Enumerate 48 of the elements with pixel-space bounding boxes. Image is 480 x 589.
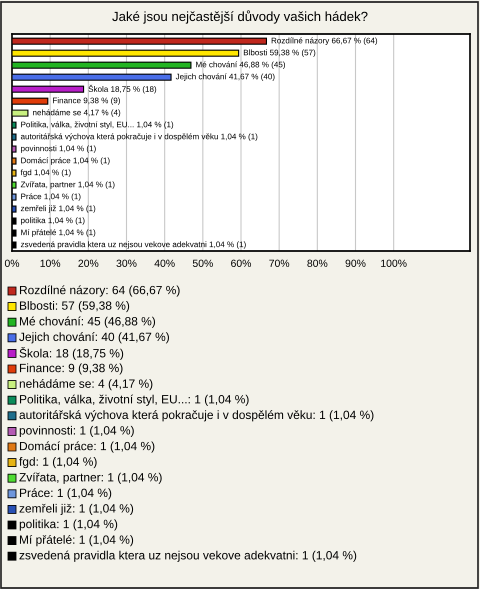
x-tick-label: 80% bbox=[307, 260, 328, 267]
text: zsvedená pravidla ktera uz nejsou vekove adekvatni: 1 (1,04 %) bbox=[19, 550, 356, 562]
text: fgd: 1 (1,04 %) bbox=[19, 457, 97, 468]
x-tick-label: 30% bbox=[116, 260, 137, 267]
category-label: povinnosti 1,04 % (1) bbox=[21, 145, 96, 153]
x-tick-label: 90% bbox=[346, 260, 366, 267]
category-label: nehádáme se 4,17 % (4) bbox=[33, 109, 120, 117]
x-tick-label: 10% bbox=[40, 260, 60, 267]
category-label: Jejich chování 41,67 % (40) bbox=[176, 73, 275, 81]
text: Škola: 18 (18,75 %) bbox=[20, 346, 124, 360]
x-tick-label: 60% bbox=[231, 260, 252, 267]
category-label: Rozdílné názory 66,67 % (64) bbox=[272, 37, 378, 45]
category-label: politika 1,04 % (1) bbox=[21, 217, 85, 225]
category-label: zsvedená pravidla ktera uz nejsou vekove adekvatni 1,04 % (1) bbox=[20, 241, 246, 249]
x-tick-label: 20% bbox=[78, 260, 98, 267]
text: Mí přátelé: 1 (1,04 %) bbox=[20, 534, 134, 546]
category-label: Finance 9,38 % (9) bbox=[53, 97, 120, 105]
text: Domácí práce: 1 (1,04 %) bbox=[20, 441, 154, 453]
category-label: zemřeli již 1,04 % (1) bbox=[20, 205, 96, 213]
category-label: autoritářská výchova která pokračuje i v dospělém věku 1,04 % (1) bbox=[20, 133, 258, 141]
text: Mé chování: 45 (46,88 %) bbox=[20, 316, 156, 328]
text: Jejich chování: 40 (41,67 %) bbox=[19, 332, 169, 344]
text: politika: 1 (1,04 %) bbox=[20, 519, 118, 531]
text: povinnosti: 1 (1,04 %) bbox=[20, 426, 134, 437]
category-label: Blbosti 59,38 % (57) bbox=[244, 49, 316, 57]
text: autoritářská výchova která pokračuje i v dospělém věku: 1 (1,04 %) bbox=[20, 410, 374, 422]
x-tick-label: 50% bbox=[192, 260, 213, 267]
chart-title: Jaké jsou nejčastější důvody vašich hádek? bbox=[112, 10, 368, 24]
text: Blbosti: 57 (59,38 %) bbox=[20, 301, 130, 312]
x-tick-label: 100% bbox=[381, 260, 407, 267]
category-label: Mé chování 46,88 % (45) bbox=[196, 61, 286, 69]
text: Rozdílné názory: 64 (66,67 %) bbox=[20, 285, 180, 297]
category-label: Práce 1,04 % (1) bbox=[21, 193, 80, 201]
category-label: Politika, válka, životní styl, EU... 1,04 % (1) bbox=[21, 121, 174, 129]
text: Zvířata, partner: 1 (1,04 %) bbox=[19, 472, 162, 484]
text: Finance: 9 (9,38 %) bbox=[20, 363, 122, 375]
category-label: Mí přátelé 1,04 % (1) bbox=[21, 229, 96, 237]
x-tick-label: 40% bbox=[154, 260, 175, 267]
text: Práce: 1 (1,04 %) bbox=[20, 488, 112, 500]
x-tick-label: 70% bbox=[269, 260, 290, 267]
text: Politika, válka, životní styl, EU...: 1 (1,04 %) bbox=[20, 394, 249, 406]
category-label: Zvířata, partner 1,04 % (1) bbox=[20, 181, 115, 189]
category-label: Domácí práce 1,04 % (1) bbox=[21, 157, 110, 165]
category-label: Škola 18,75 % (18) bbox=[88, 84, 156, 94]
text: zemřeli již: 1 (1,04 %) bbox=[19, 504, 134, 515]
text: nehádáme se: 4 (4,17 %) bbox=[20, 378, 152, 390]
category-label: fgd 1,04 % (1) bbox=[20, 169, 71, 177]
x-tick-label: 0% bbox=[4, 260, 20, 267]
